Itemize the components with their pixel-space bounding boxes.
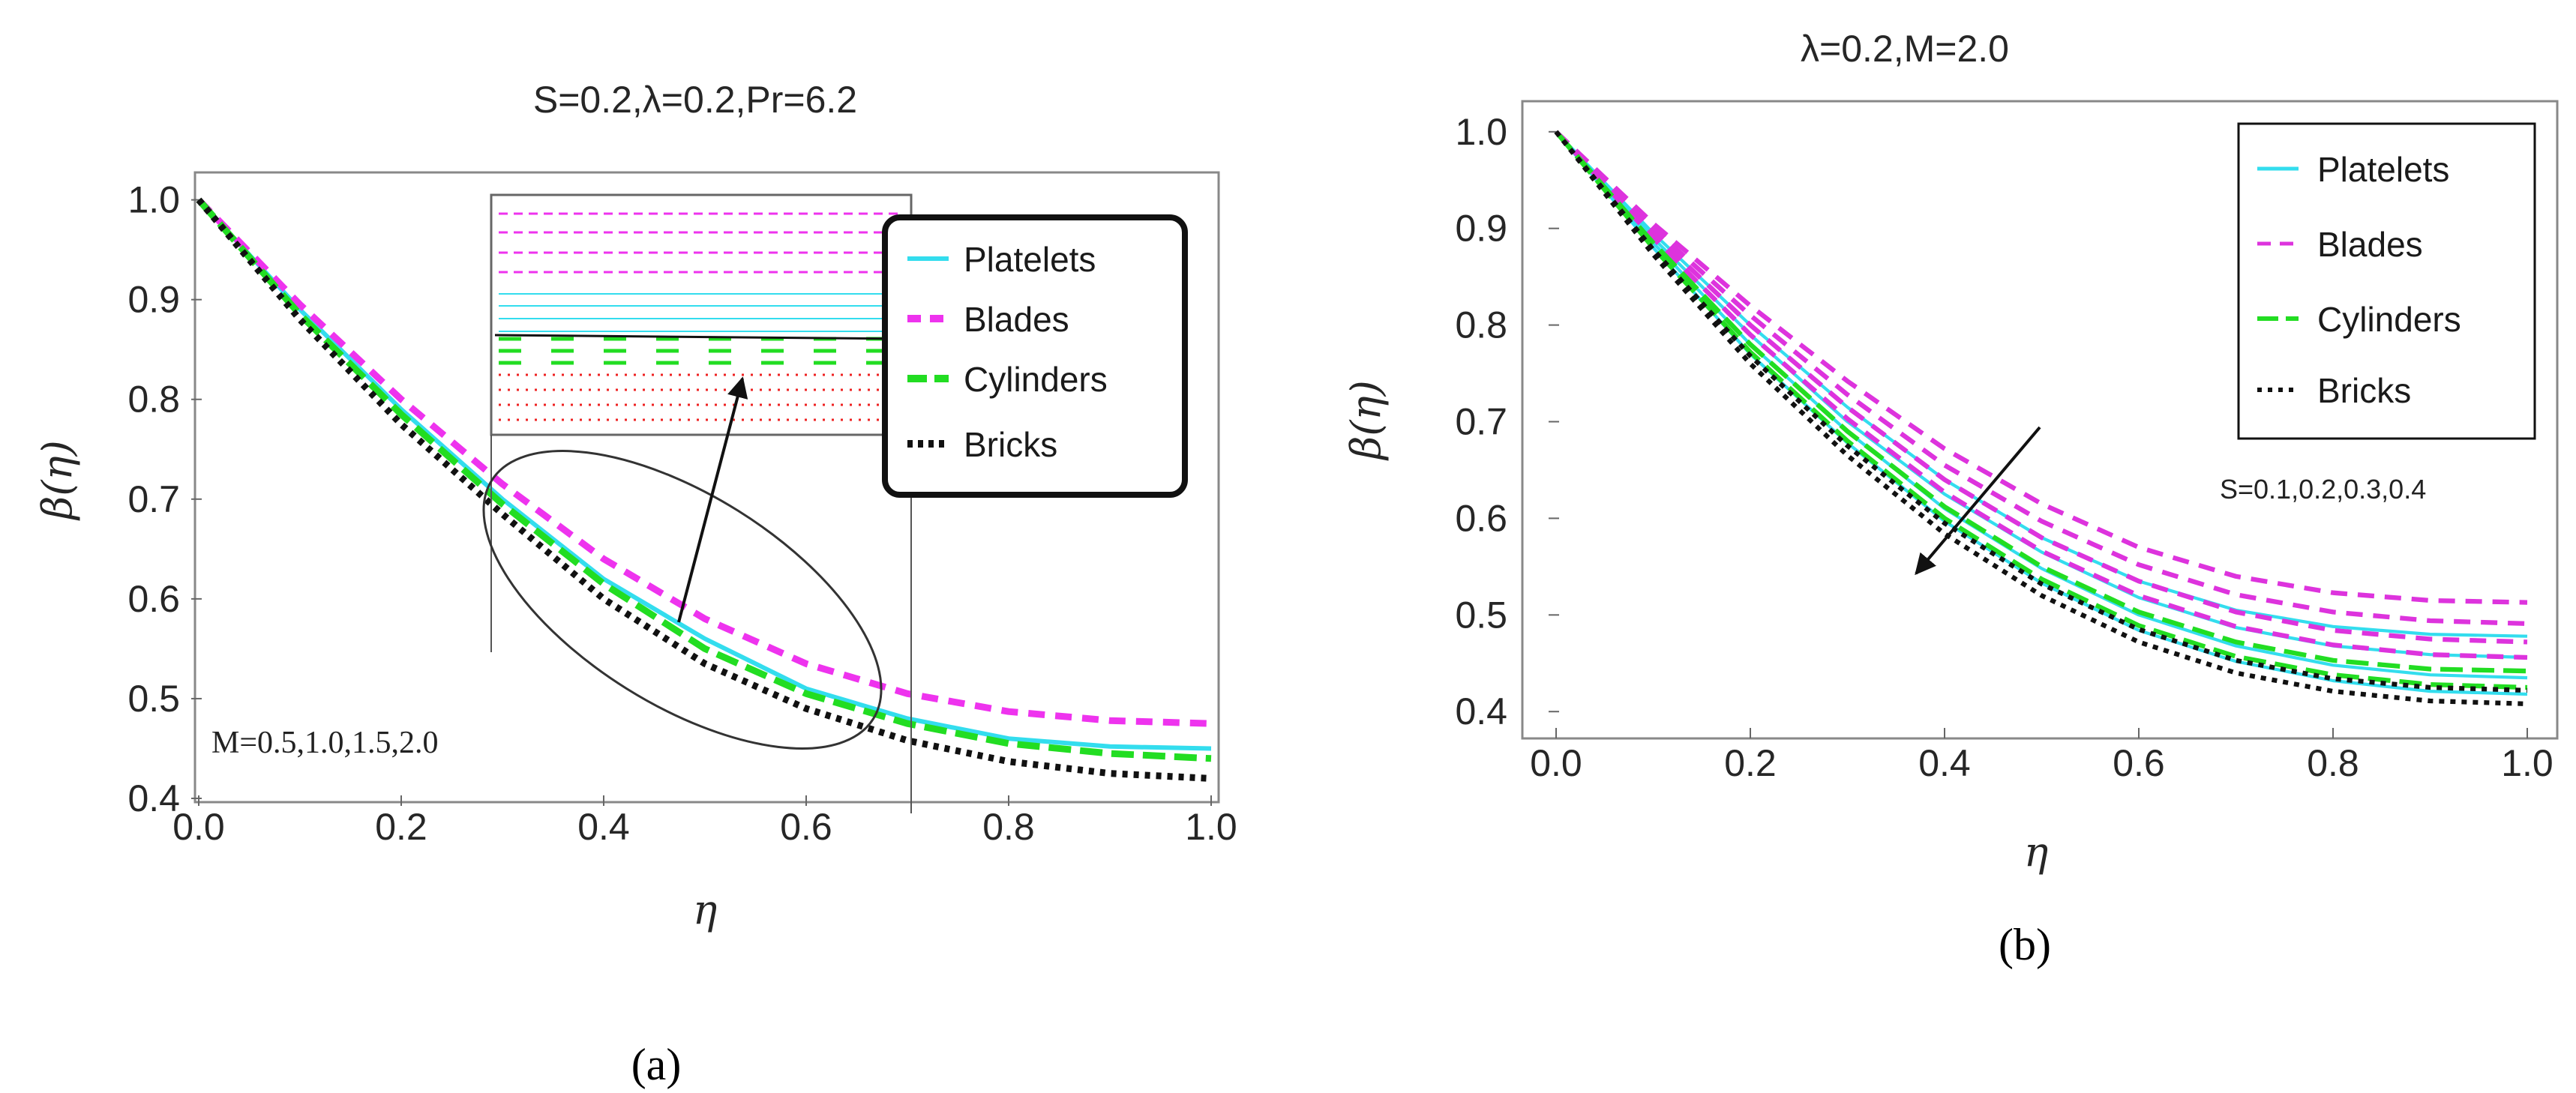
- chart-b-xtick-label: 0.4: [1918, 742, 1971, 784]
- chart-a-ytick-label: 0.7: [127, 478, 180, 520]
- chart-a-inset-box: [490, 193, 913, 436]
- chart-a-zoom-ellipse: [482, 450, 883, 750]
- chart-a-xlabel: η: [693, 886, 717, 933]
- chart-a-ytick-label: 0.8: [127, 379, 180, 421]
- chart-b-series-blades-s-0-2: [1554, 130, 2528, 627]
- legend-b-blades: Blades: [2317, 225, 2423, 264]
- legend-a-cylinders: Cylinders: [964, 360, 1108, 399]
- chart-b-ytick-label: 0.5: [1455, 594, 1507, 636]
- caption-a: (a): [631, 1040, 682, 1089]
- chart-a-title: S=0.2,λ=0.2,Pr=6.2: [533, 79, 857, 121]
- chart-a-series-cylinders: [196, 197, 1212, 762]
- chart-b-legend: Platelets Blades Cylinders Bricks: [2237, 122, 2536, 440]
- chart-b-xtick-label: 0.8: [2307, 742, 2359, 784]
- chart-a-ytick-label: 0.5: [127, 678, 180, 720]
- chart-a-ytick-label: 0.6: [127, 578, 180, 620]
- chart-a-legend-box: [882, 214, 1188, 498]
- chart-a-xtick-label: 0.0: [172, 806, 225, 848]
- chart-b-series-blades-s-0-3: [1554, 130, 2528, 645]
- chart-a-annotation: M=0.5,1.0,1.5,2.0: [211, 726, 439, 760]
- legend-b-bricks: Bricks: [2317, 371, 2411, 410]
- chart-b-series-bricks-s-0-2: [1554, 130, 2528, 707]
- chart-b-series-cylinders-s-0-2: [1554, 130, 2528, 690]
- chart-a-inset-lines: [494, 212, 908, 421]
- chart-a-ytick-label: 0.9: [127, 279, 180, 321]
- chart-a-xtick-label: 0.2: [375, 806, 427, 848]
- chart-a-xtick-label: 0.8: [982, 806, 1035, 848]
- chart-b-ytick-label: 0.9: [1455, 208, 1507, 250]
- chart-b-ylabel: β(η): [1342, 380, 1390, 461]
- chart-b-y-ticks: 0.4 0.5 0.6 0.7 0.8 0.9 1.0: [1455, 111, 1559, 732]
- chart-a-y-ticks: 0.4 0.5 0.6 0.7 0.8 0.9 1.0: [127, 179, 202, 819]
- chart-panel-b: λ=0.2,M=2.0 0.0 0.2 0.4 0.6 0.8 1.0 0.4 0.5 0.6…: [1342, 28, 2559, 969]
- chart-a-frame: [193, 171, 1220, 804]
- chart-b-series-cylinders-s-0-1: [1554, 130, 2528, 674]
- chart-b-xtick-label: 1.0: [2501, 742, 2554, 784]
- legend-b-platelets: Platelets: [2317, 150, 2449, 189]
- chart-b-title: λ=0.2,M=2.0: [1801, 28, 2009, 70]
- chart-a-xtick-label: 0.6: [780, 806, 832, 848]
- chart-a-series: [196, 197, 1212, 782]
- chart-a-inset-line: [494, 334, 908, 340]
- chart-b-ytick-label: 0.8: [1455, 304, 1507, 346]
- chart-b-xlabel: η: [2024, 828, 2048, 876]
- chart-b-x-ticks: 0.0 0.2 0.4 0.6 0.8 1.0: [1530, 728, 2554, 784]
- chart-b-ytick-label: 0.4: [1455, 690, 1507, 732]
- chart-b-ytick-label: 0.7: [1455, 401, 1507, 443]
- chart-b-trend-arrow: [1915, 426, 2041, 576]
- chart-b-series-blades-s-0-1: [1554, 130, 2528, 605]
- chart-a-legend: Platelets Blades Cylinders Bricks: [882, 214, 1188, 498]
- chart-a-ylabel: β(η): [34, 440, 81, 521]
- chart-panel-a: S=0.2,λ=0.2,Pr=6.2 0.0 0.2 0.4 0.6 0.8 1.0 0.…: [34, 79, 1237, 1089]
- legend-b-cylinders: Cylinders: [2317, 300, 2461, 339]
- chart-a-xtick-label: 1.0: [1185, 806, 1237, 848]
- chart-b-series-blades-s-0-4: [1554, 130, 2528, 660]
- caption-b: (b): [1999, 920, 2051, 969]
- chart-a-ytick-label: 1.0: [127, 179, 180, 221]
- chart-a-series-platelets: [196, 198, 1212, 751]
- chart-b-annotation: S=0.1,0.2,0.3,0.4: [2220, 474, 2426, 505]
- chart-b-ytick-label: 0.6: [1455, 497, 1507, 539]
- legend-a-platelets: Platelets: [964, 240, 1096, 279]
- chart-a-series-bricks: [196, 197, 1212, 782]
- chart-b-xtick-label: 0.2: [1724, 742, 1777, 784]
- chart-b-series-bricks-s-0-1: [1554, 130, 2528, 693]
- chart-a-x-ticks: 0.0 0.2 0.4 0.6 0.8 1.0: [172, 795, 1237, 848]
- chart-a-series-blades: [196, 197, 1212, 727]
- chart-a-zoom-arrow: [677, 376, 748, 623]
- chart-b-xtick-label: 0.0: [1530, 742, 1582, 784]
- chart-b-xtick-label: 0.6: [2113, 742, 2165, 784]
- chart-a-xtick-label: 0.4: [577, 806, 630, 848]
- chart-b-series: [1554, 130, 2528, 707]
- chart-b-ytick-label: 1.0: [1455, 111, 1507, 153]
- chart-a-ytick-label: 0.4: [127, 777, 180, 819]
- legend-a-bricks: Bricks: [964, 425, 1057, 464]
- chart-b-legend-box: [2237, 122, 2536, 440]
- legend-a-blades: Blades: [964, 300, 1069, 339]
- chart-b-frame: [1521, 100, 2559, 740]
